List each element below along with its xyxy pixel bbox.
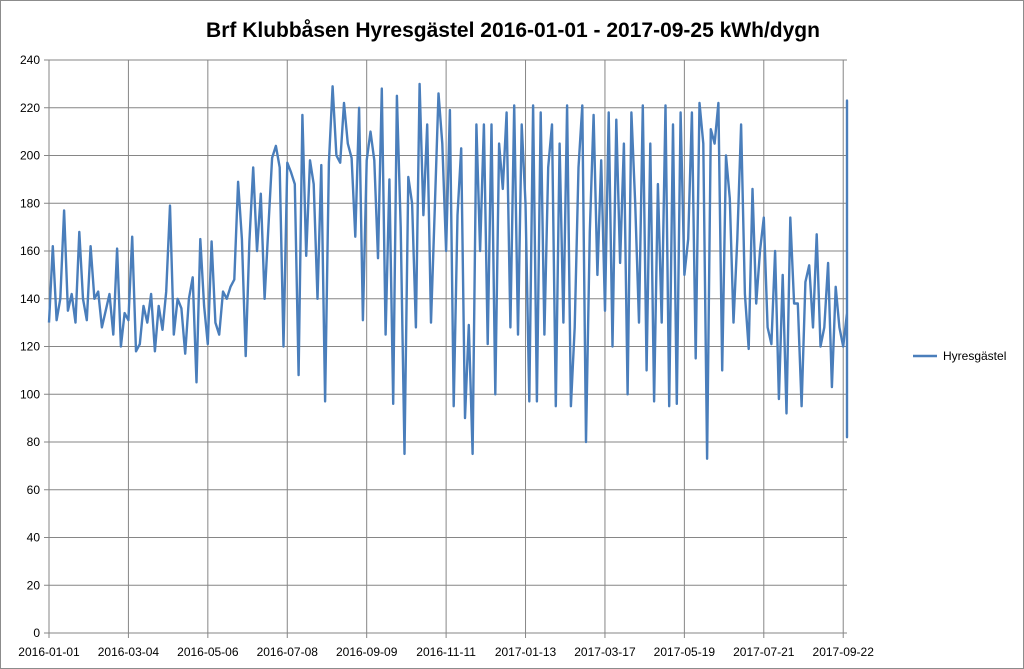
x-tick-label: 2016-11-11 — [416, 645, 476, 659]
chart-title: Brf Klubbåsen Hyresgästel 2016-01-01 - 2… — [206, 19, 820, 42]
y-tick-label: 80 — [27, 435, 41, 449]
tick-labels: 0 20 40 60 80 100 120 140 160 180 200 220 240 2016-01… — [18, 53, 874, 659]
y-tick-label: 240 — [20, 53, 40, 67]
x-tick-label: 2017-05-19 — [654, 645, 716, 659]
y-tick-label: 160 — [20, 244, 40, 258]
series-layer — [47, 82, 849, 460]
y-tick-label: 140 — [20, 292, 40, 306]
x-tick-label: 2017-07-21 — [733, 645, 795, 659]
legend: Hyresgästel — [913, 349, 1006, 363]
y-tick-label: 180 — [20, 196, 40, 210]
y-tick-label: 0 — [33, 626, 40, 640]
legend-label-hyresgastel: Hyresgästel — [943, 349, 1006, 363]
grid-layer — [49, 59, 847, 633]
y-tick-label: 200 — [20, 149, 40, 163]
x-tick-label: 2017-09-22 — [813, 645, 875, 659]
x-tick-label: 2017-01-13 — [495, 645, 557, 659]
series-line-0 — [47, 82, 849, 460]
y-tick-label: 220 — [20, 101, 40, 115]
x-tick-label: 2016-01-01 — [18, 645, 80, 659]
x-tick-label: 2016-09-09 — [336, 645, 398, 659]
y-tick-label: 40 — [27, 531, 41, 545]
y-tick-label: 120 — [20, 340, 40, 354]
y-tick-label: 20 — [27, 578, 41, 592]
axis-layer — [44, 59, 847, 638]
y-tick-label: 60 — [27, 483, 41, 497]
x-tick-label: 2016-05-06 — [177, 645, 239, 659]
y-tick-label: 100 — [20, 387, 40, 401]
x-tick-label: 2016-03-04 — [98, 645, 160, 659]
x-tick-label: 2017-03-17 — [574, 645, 636, 659]
x-tick-label: 2016-07-08 — [257, 645, 319, 659]
